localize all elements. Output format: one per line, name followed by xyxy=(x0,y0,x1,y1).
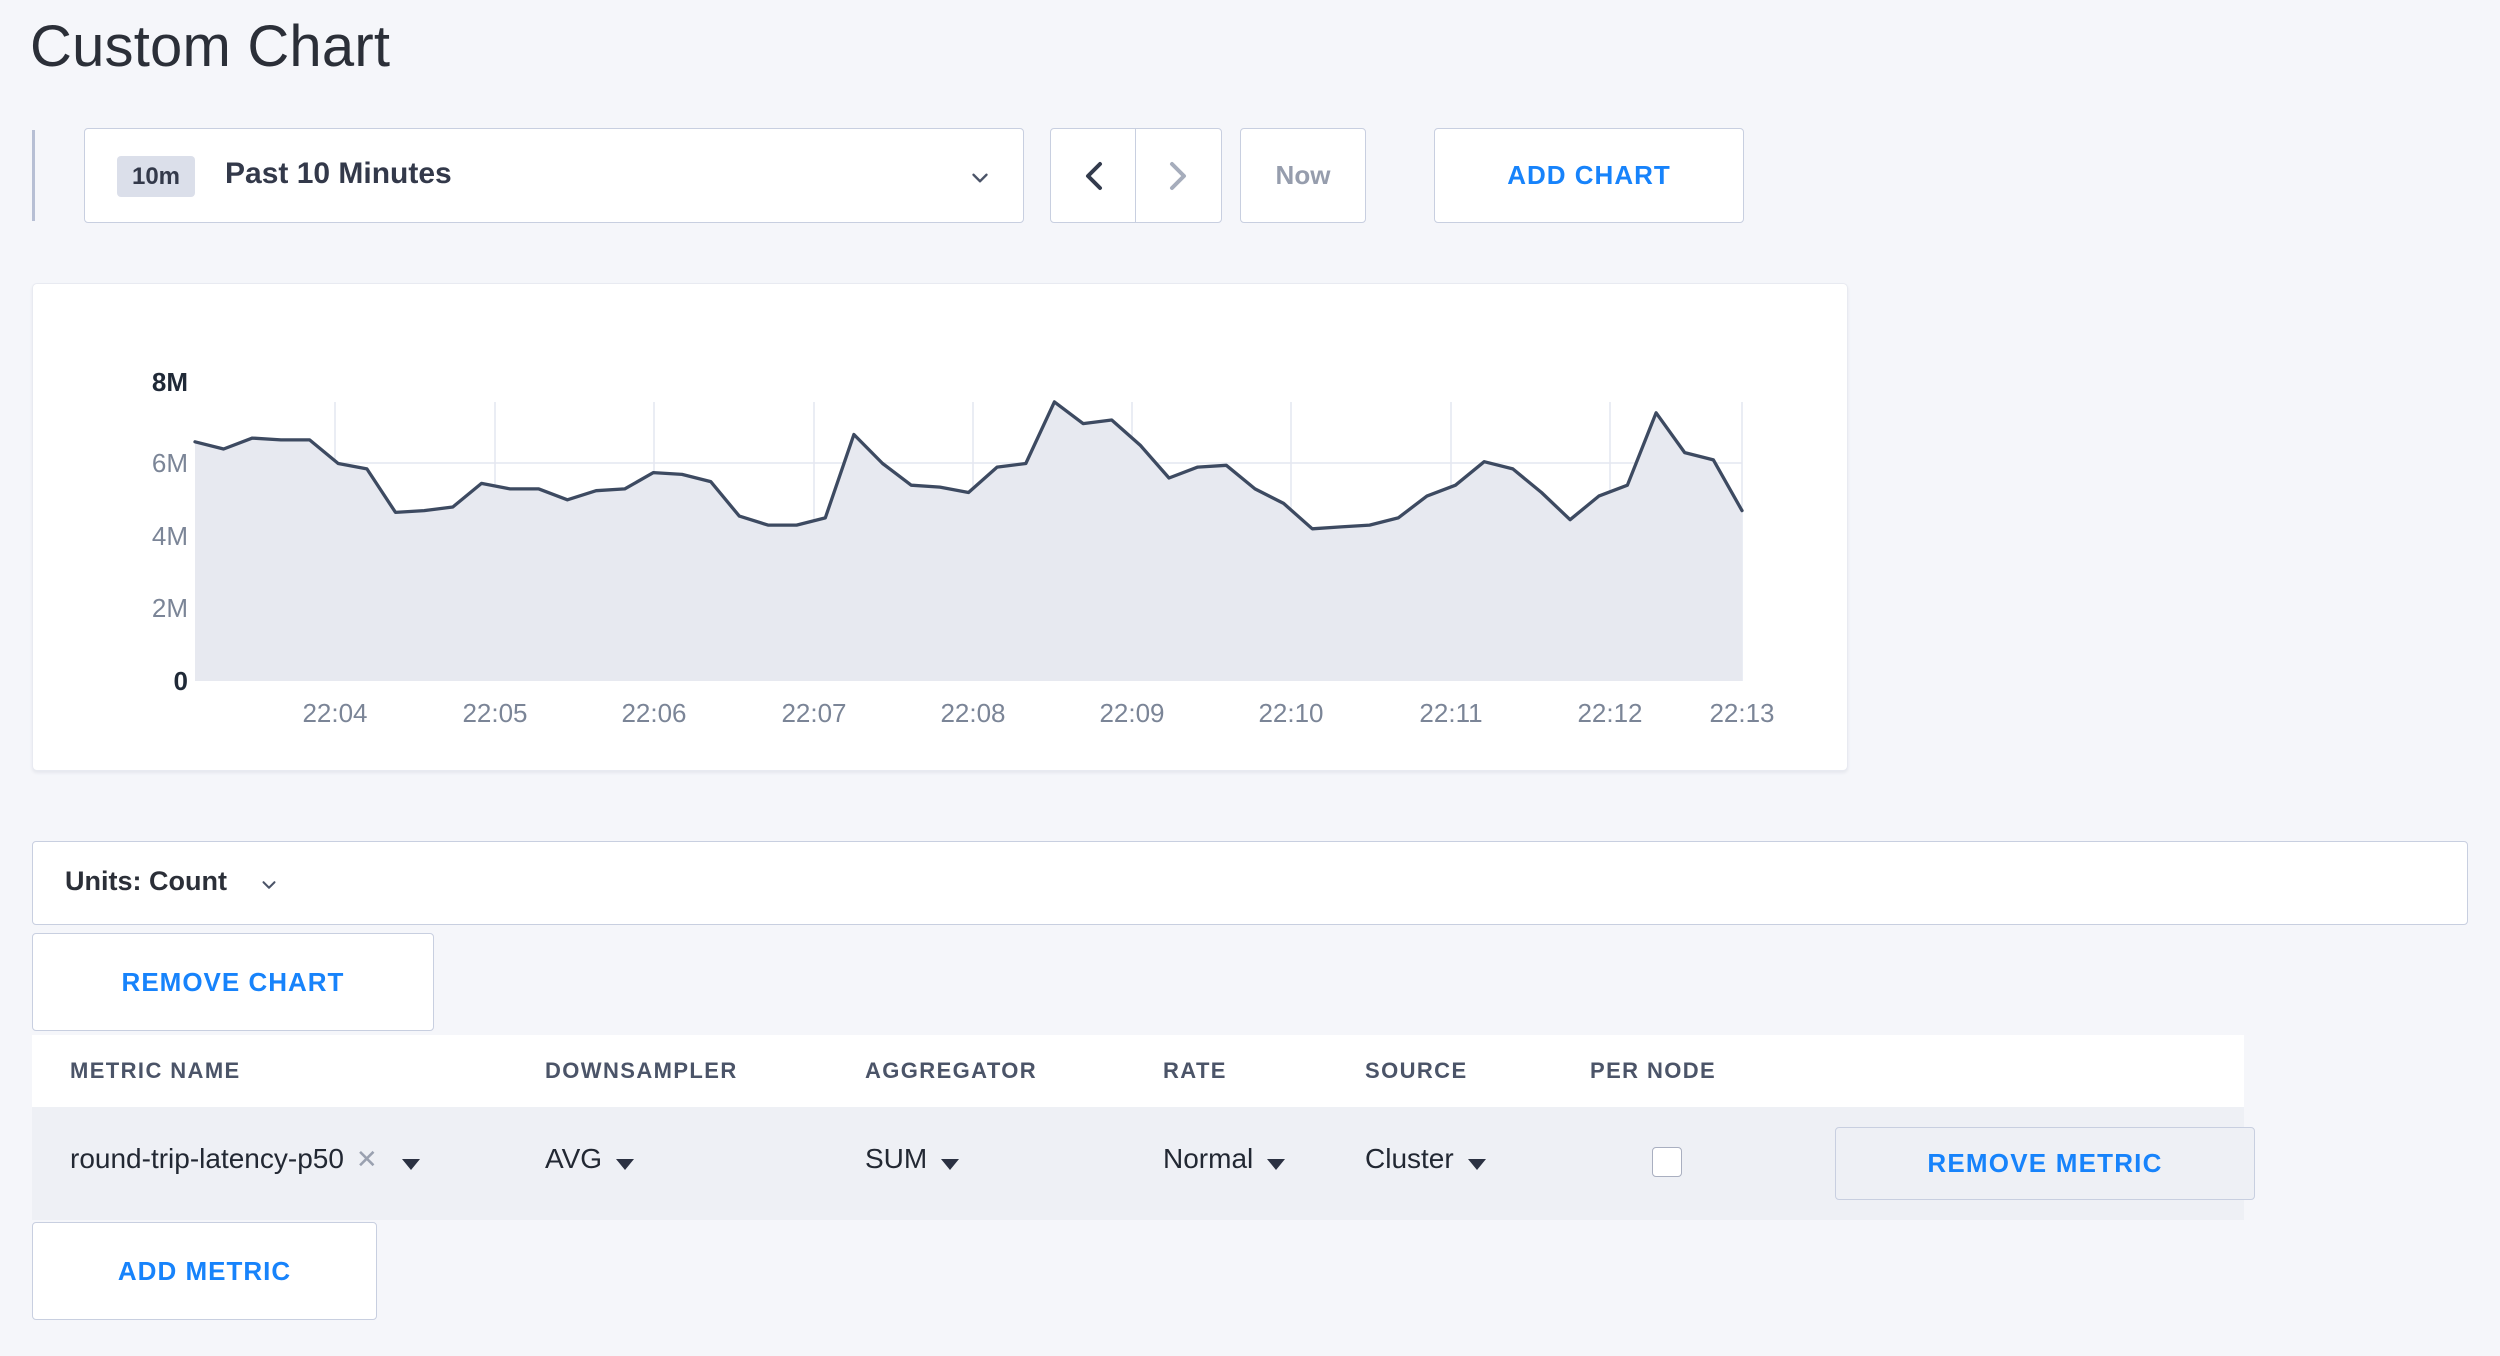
svg-text:22:04: 22:04 xyxy=(302,698,367,728)
svg-text:22:05: 22:05 xyxy=(462,698,527,728)
svg-text:22:11: 22:11 xyxy=(1419,698,1482,728)
svg-text:0: 0 xyxy=(174,666,188,696)
svg-text:22:12: 22:12 xyxy=(1577,698,1642,728)
svg-text:4M: 4M xyxy=(152,521,188,551)
svg-text:22:09: 22:09 xyxy=(1099,698,1164,728)
svg-text:22:06: 22:06 xyxy=(621,698,686,728)
svg-text:22:07: 22:07 xyxy=(781,698,846,728)
svg-text:6M: 6M xyxy=(152,448,188,478)
svg-text:22:10: 22:10 xyxy=(1258,698,1323,728)
svg-text:22:13: 22:13 xyxy=(1709,698,1774,728)
svg-text:22:08: 22:08 xyxy=(940,698,1005,728)
svg-text:8M: 8M xyxy=(152,367,188,397)
svg-text:2M: 2M xyxy=(152,593,188,623)
